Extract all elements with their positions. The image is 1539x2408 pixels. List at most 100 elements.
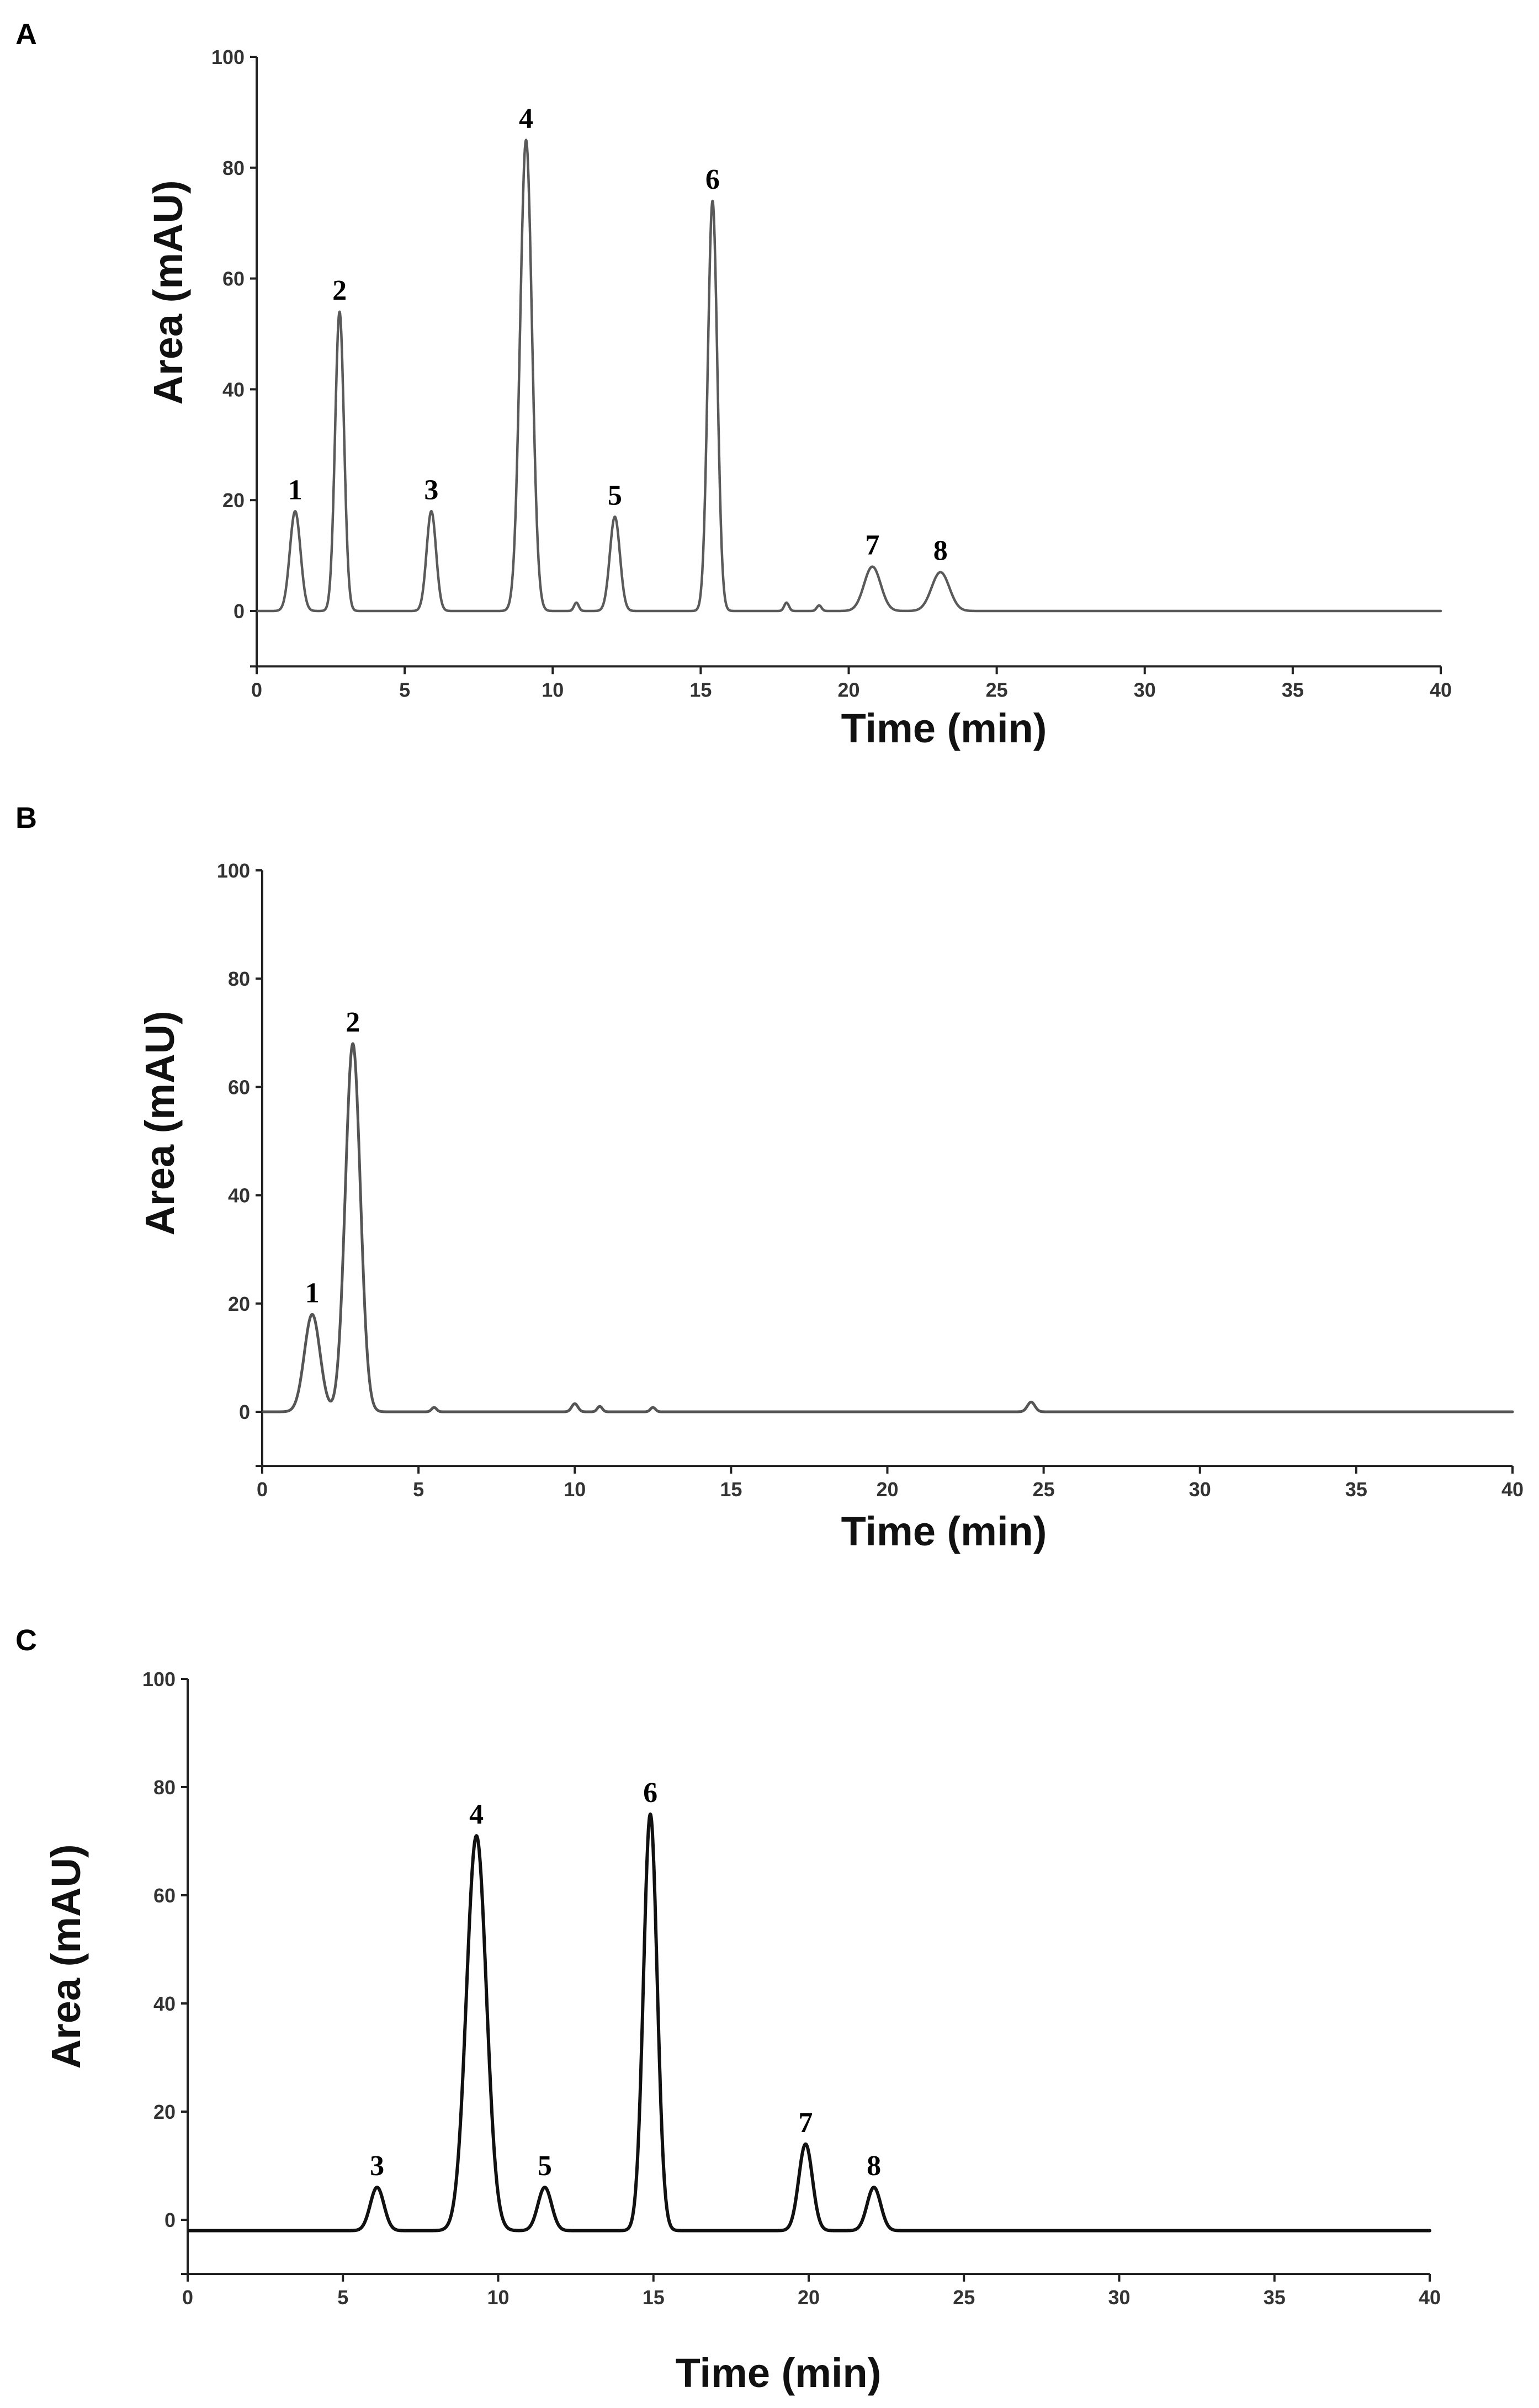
trace-layer-a xyxy=(257,139,1442,613)
peak-label: 5 xyxy=(538,2150,552,2182)
y-tick-label: 40 xyxy=(228,1184,250,1207)
trace-layer-c xyxy=(187,1812,1431,2232)
peak-label: 5 xyxy=(608,480,622,511)
peak-apex-marker xyxy=(338,310,341,313)
y-tick-label: 0 xyxy=(164,2209,176,2231)
peak-labels-c: 3 4 5 6 7 8 xyxy=(370,1777,881,2182)
y-tick-label: 100 xyxy=(217,859,250,882)
peak-apex-marker xyxy=(939,571,942,573)
peak-apex-marker xyxy=(804,2143,807,2145)
y-tick-label: 100 xyxy=(142,1668,176,1691)
x-tick-label: 15 xyxy=(689,678,712,701)
y-tick-label: 20 xyxy=(222,489,245,512)
peak-label: 8 xyxy=(933,535,948,567)
chart-panel-c: C 0 20 40 60 80 100 0 5 10 15 20 25 30 35 40 3 4 5 6 7 8 Ti… xyxy=(15,1624,1441,2396)
y-tick-label: 60 xyxy=(153,1884,176,1907)
y-axis-title-c: Area (mAU) xyxy=(43,1844,89,2069)
x-tick-label: 40 xyxy=(1430,678,1452,701)
x-tick-label: 10 xyxy=(542,678,564,701)
peak-label: 2 xyxy=(346,1007,360,1038)
peak-apex-marker xyxy=(524,139,527,141)
peak-apex-marker xyxy=(873,2186,875,2189)
x-tick-label: 0 xyxy=(257,1478,268,1501)
chromatogram-trace xyxy=(262,1042,1514,1413)
peak-label: 6 xyxy=(705,164,720,195)
x-tick-label: 0 xyxy=(251,678,262,701)
x-axis-title-c: Time (min) xyxy=(676,2350,882,2396)
x-tick-label: 20 xyxy=(876,1478,898,1501)
peak-label: 3 xyxy=(424,474,438,506)
x-tick-label: 30 xyxy=(1108,2286,1130,2309)
y-tick-label: 40 xyxy=(222,378,245,401)
x-tick-label: 10 xyxy=(564,1478,586,1501)
peak-apex-marker xyxy=(311,1313,314,1316)
x-tick-label: 15 xyxy=(643,2286,665,2309)
x-tick-label: 35 xyxy=(1282,678,1304,701)
peak-labels-a: 1 2 3 4 5 6 7 8 xyxy=(288,103,948,567)
y-tick-label: 0 xyxy=(233,600,245,623)
panel-label-b: B xyxy=(15,801,37,834)
peak-label: 6 xyxy=(643,1777,657,1809)
x-tick-label: 20 xyxy=(837,678,859,701)
peak-label: 8 xyxy=(867,2150,881,2182)
x-tick-label: 35 xyxy=(1264,2286,1286,2309)
y-tick-label: 60 xyxy=(222,268,245,290)
y-axis-title-a: Area (mAU) xyxy=(145,180,191,405)
peak-labels-b: 12 xyxy=(305,1007,360,1309)
x-tick-label: 5 xyxy=(399,678,410,701)
x-tick-label: 40 xyxy=(1419,2286,1441,2309)
peak-apex-marker xyxy=(649,1813,652,1815)
axes-b: 0 20 40 60 80 100 0 5 10 15 20 25 30 35 40 xyxy=(217,859,1524,1501)
x-axis-title-b: Time (min) xyxy=(841,1508,1047,1554)
y-tick-label: 20 xyxy=(228,1293,250,1315)
y-tick-label: 60 xyxy=(228,1076,250,1098)
x-tick-label: 40 xyxy=(1501,1478,1524,1501)
y-tick-label: 100 xyxy=(211,46,245,68)
x-tick-label: 25 xyxy=(1033,1478,1055,1501)
x-tick-label: 15 xyxy=(720,1478,742,1501)
trace-layer-b xyxy=(262,1042,1514,1413)
y-tick-label: 80 xyxy=(228,968,250,990)
peak-label: 1 xyxy=(305,1277,320,1309)
y-tick-label: 80 xyxy=(153,1776,176,1799)
peak-label: 4 xyxy=(519,103,533,135)
y-tick-label: 0 xyxy=(239,1401,250,1423)
peak-label: 2 xyxy=(332,275,347,306)
peak-label: 3 xyxy=(370,2150,384,2182)
x-tick-label: 5 xyxy=(337,2286,348,2309)
peak-label: 7 xyxy=(798,2107,813,2139)
x-tick-label: 30 xyxy=(1134,678,1156,701)
panel-label-c: C xyxy=(15,1624,37,1657)
x-tick-label: 25 xyxy=(986,678,1008,701)
x-tick-label: 0 xyxy=(182,2286,193,2309)
y-tick-label: 40 xyxy=(153,1992,176,2015)
y-tick-label: 80 xyxy=(222,157,245,179)
x-tick-label: 10 xyxy=(487,2286,509,2309)
x-tick-label: 25 xyxy=(953,2286,975,2309)
chromatogram-trace xyxy=(187,1812,1431,2232)
peak-apex-marker xyxy=(475,1835,478,1837)
peak-label: 1 xyxy=(288,474,303,506)
x-tick-label: 35 xyxy=(1345,1478,1367,1501)
peak-apex-marker xyxy=(711,200,714,203)
peak-label: 4 xyxy=(469,1799,484,1830)
x-tick-label: 30 xyxy=(1189,1478,1211,1501)
x-axis-title-a: Time (min) xyxy=(841,705,1047,751)
peak-apex-marker xyxy=(871,565,874,568)
y-axis-title-b: Area (mAU) xyxy=(137,1011,183,1235)
chromatogram-trace xyxy=(257,139,1442,613)
x-tick-label: 20 xyxy=(798,2286,820,2309)
panel-label-a: A xyxy=(15,18,37,51)
peak-label: 7 xyxy=(865,530,879,561)
peak-apex-marker xyxy=(352,1042,354,1045)
peak-apex-marker xyxy=(294,510,296,513)
peak-apex-marker xyxy=(376,2186,379,2189)
x-tick-label: 5 xyxy=(413,1478,424,1501)
y-tick-label: 20 xyxy=(153,2101,176,2123)
peak-apex-marker xyxy=(543,2186,546,2189)
